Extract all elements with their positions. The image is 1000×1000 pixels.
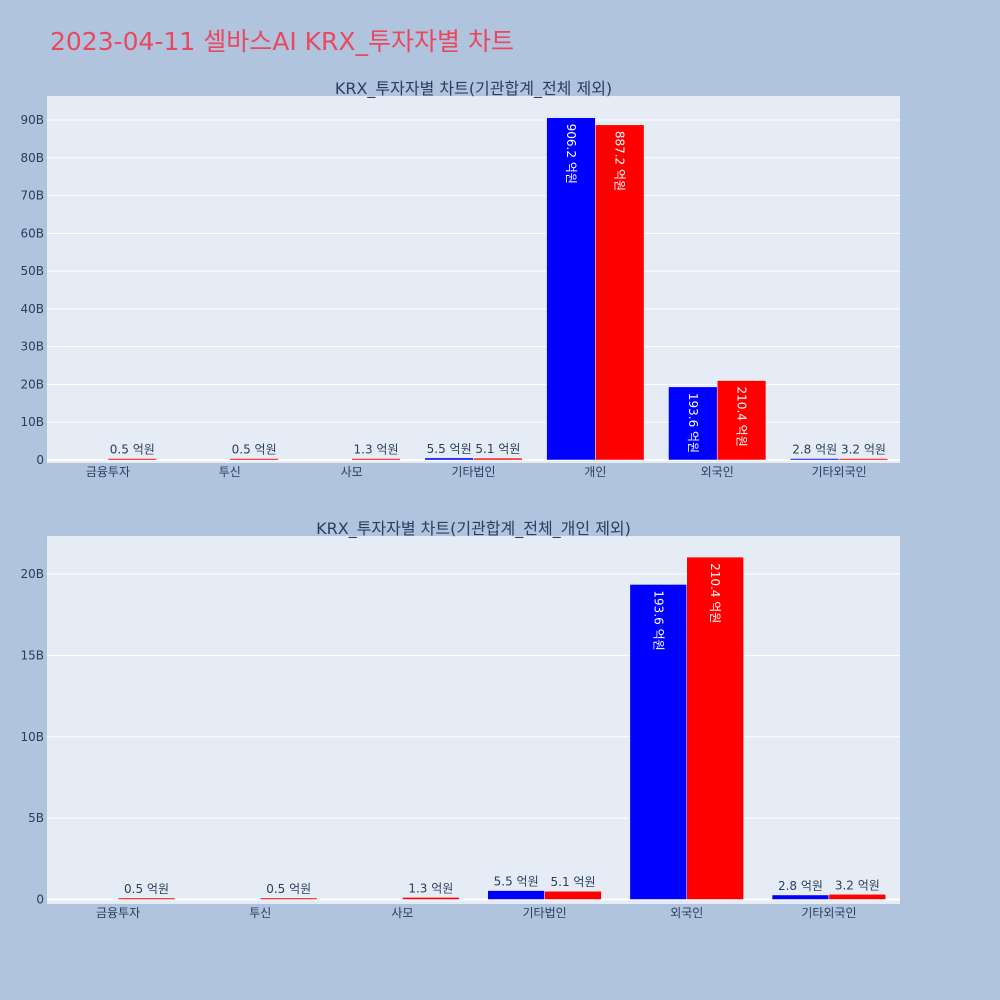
x-tick-label: 기타외국인 xyxy=(811,465,866,479)
y-tick-label: 10B xyxy=(20,415,44,429)
bar xyxy=(107,458,157,461)
y-tick-label: 10B xyxy=(20,730,44,744)
bar xyxy=(546,117,596,461)
y-tick-label: 40B xyxy=(20,302,44,316)
data-label: 3.2 억원 xyxy=(841,443,886,457)
bar xyxy=(351,458,401,461)
bar xyxy=(668,386,718,461)
bar xyxy=(828,894,887,900)
y-tick-label: 20B xyxy=(20,567,44,581)
bar xyxy=(790,458,840,461)
data-label: 5.1 억원 xyxy=(475,442,520,456)
chart-bottom: 0 5B 10B 15B 20B KRX_투자자별 차트(기관합계_전체_개인 제외) 금융… xyxy=(20,519,900,920)
data-label: 1.3 억원 xyxy=(354,443,399,457)
x-tick-label: 금융투자 xyxy=(96,906,140,920)
bar xyxy=(595,124,645,461)
chart-title: KRX_투자자별 차트(기관합계_전체_개인 제외) xyxy=(316,519,631,539)
bar xyxy=(260,897,318,900)
data-label: 3.2 억원 xyxy=(835,878,880,892)
data-label: 5.5 억원 xyxy=(494,875,539,889)
data-label: 0.5 억원 xyxy=(124,882,169,896)
data-label: 193.6 억원 xyxy=(651,590,665,650)
bar xyxy=(686,556,744,900)
bar xyxy=(424,457,474,461)
bar xyxy=(716,380,767,461)
data-label: 887.2 억원 xyxy=(613,131,627,191)
y-tick-label: 0 xyxy=(36,453,44,467)
data-label: 5.5 억원 xyxy=(427,442,472,456)
y-tick-label: 90B xyxy=(20,113,44,127)
chart-title: KRX_투자자별 차트(기관합계_전체 제외) xyxy=(335,79,612,99)
y-tick-label: 0 xyxy=(36,893,44,907)
data-label: 906.2 억원 xyxy=(564,124,578,184)
x-tick-label: 기타외국인 xyxy=(801,906,856,920)
bar xyxy=(771,894,830,900)
bar xyxy=(487,890,545,900)
bar xyxy=(402,897,460,900)
data-label: 5.1 억원 xyxy=(551,875,596,889)
y-tick-label: 15B xyxy=(20,648,44,662)
data-label: 0.5 억원 xyxy=(232,443,277,457)
x-tick-label: 개인 xyxy=(584,465,606,479)
x-tick-label: 투신 xyxy=(219,465,241,479)
x-tick-label: 기타법인 xyxy=(522,906,566,920)
x-tick-label: 외국인 xyxy=(701,465,734,479)
y-tick-label: 20B xyxy=(20,377,44,391)
data-label: 0.5 억원 xyxy=(266,882,311,896)
bar xyxy=(229,458,279,461)
x-tick-label: 사모 xyxy=(391,906,413,920)
plot-area xyxy=(47,96,900,463)
data-label: 2.8 억원 xyxy=(778,879,823,893)
y-tick-label: 80B xyxy=(20,151,44,165)
y-tick-label: 30B xyxy=(20,340,44,354)
chart-top: 0 10B 20B 30B 40B 50B 60B 70B 80B 90B KRX_투자자별 차트(… xyxy=(20,79,900,479)
bar xyxy=(473,457,523,461)
data-label: 2.8 억원 xyxy=(792,443,837,457)
plot-area xyxy=(47,536,900,904)
y-tick-label: 70B xyxy=(20,189,44,203)
data-label: 193.6 억원 xyxy=(686,393,700,453)
x-tick-label: 투신 xyxy=(249,906,271,920)
bar xyxy=(117,897,176,900)
y-tick-label: 50B xyxy=(20,264,44,278)
y-tick-label: 60B xyxy=(20,226,44,240)
bar xyxy=(544,890,602,900)
x-tick-label: 금융투자 xyxy=(86,465,130,479)
x-tick-label: 외국인 xyxy=(670,906,703,920)
x-tick-label: 기타법인 xyxy=(451,465,495,479)
data-label: 210.4 억원 xyxy=(708,563,722,623)
bar xyxy=(838,458,889,461)
y-tick-label: 5B xyxy=(28,811,44,825)
data-label: 0.5 억원 xyxy=(110,443,155,457)
page-title: 2023-04-11 셀바스AI KRX_투자자별 차트 xyxy=(50,27,514,56)
data-label: 1.3 억원 xyxy=(408,881,453,895)
data-label: 210.4 억원 xyxy=(735,387,749,447)
x-tick-label: 사모 xyxy=(341,465,363,479)
